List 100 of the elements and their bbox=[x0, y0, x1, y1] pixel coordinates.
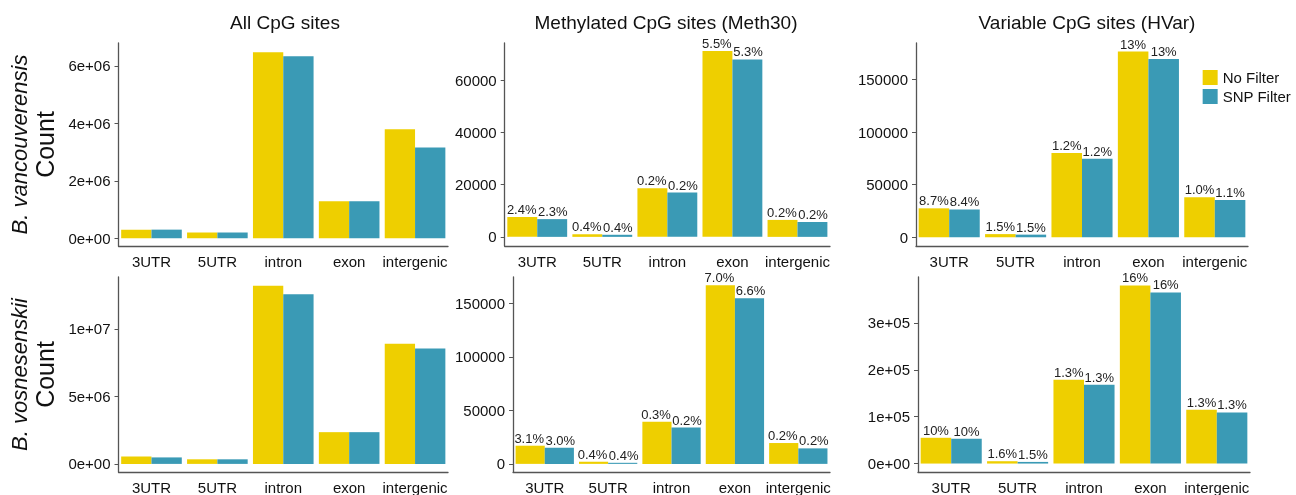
bar bbox=[151, 457, 182, 464]
bar bbox=[544, 447, 574, 464]
y-tick-label: 20000 bbox=[454, 176, 497, 194]
bar bbox=[637, 188, 668, 237]
y-tick-label: 60000 bbox=[454, 71, 497, 89]
x-tick-label: exon bbox=[332, 253, 366, 270]
bar bbox=[349, 201, 380, 239]
annotation: 10% bbox=[922, 422, 950, 438]
bar bbox=[515, 445, 545, 464]
bar bbox=[1186, 409, 1217, 464]
bar bbox=[1082, 158, 1113, 238]
annotation: 1.2% bbox=[1082, 143, 1113, 159]
annotation: 13% bbox=[1150, 43, 1178, 59]
legend-label: SNP Filter bbox=[1222, 88, 1291, 105]
bar bbox=[705, 285, 735, 464]
bar bbox=[384, 129, 416, 239]
bar bbox=[732, 59, 763, 237]
bar bbox=[121, 229, 152, 239]
annotation: 0.2% bbox=[767, 428, 799, 444]
annotation: 6.6% bbox=[735, 283, 766, 299]
legend-label: No Filter bbox=[1222, 69, 1280, 86]
bar bbox=[507, 217, 538, 237]
annotation: 3.0% bbox=[545, 432, 576, 448]
bar bbox=[949, 209, 980, 238]
annotation: 0.2% bbox=[636, 173, 668, 189]
annotation: 8.4% bbox=[949, 194, 980, 210]
x-tick-label: 3UTR bbox=[931, 479, 971, 495]
annotation: 0.4% bbox=[577, 446, 608, 462]
annotation: 0.4% bbox=[608, 447, 639, 463]
bar bbox=[384, 343, 416, 464]
bar bbox=[1117, 51, 1149, 238]
bar bbox=[769, 443, 799, 464]
bar bbox=[1119, 285, 1151, 464]
bar bbox=[797, 221, 828, 237]
y-axis-title: B. vancouverensis Count bbox=[6, 54, 59, 235]
annotation: 2.4% bbox=[506, 202, 537, 218]
annotation: 0.2% bbox=[668, 177, 699, 193]
x-tick-label: exon bbox=[1132, 253, 1165, 270]
bar bbox=[702, 51, 733, 237]
y-tick-label: 0 bbox=[488, 228, 497, 246]
y-tick-label: 0e+00 bbox=[68, 455, 111, 473]
annotation: 5.3% bbox=[733, 44, 764, 60]
y-tick-label: 50000 bbox=[866, 176, 908, 194]
y-tick-label: 0e+00 bbox=[68, 229, 111, 247]
annotation: 1.3% bbox=[1084, 369, 1115, 385]
annotation: 1.2% bbox=[1051, 138, 1082, 154]
bar bbox=[667, 192, 698, 237]
bar bbox=[918, 208, 950, 238]
x-tick-label: 3UTR bbox=[131, 253, 172, 270]
bar bbox=[1148, 58, 1179, 238]
bar bbox=[1084, 384, 1115, 464]
x-tick-label: 5UTR bbox=[197, 479, 238, 495]
annotation: 7.0% bbox=[704, 270, 735, 286]
annotation: 0.3% bbox=[641, 406, 672, 422]
bar bbox=[985, 234, 1016, 238]
x-tick-label: intron bbox=[652, 479, 691, 495]
bar bbox=[920, 437, 952, 464]
x-tick-label: exon bbox=[332, 479, 366, 495]
y-tick-label: 150000 bbox=[454, 295, 506, 313]
annotation: 0.2% bbox=[799, 433, 830, 449]
annotation: 1.3% bbox=[1217, 397, 1248, 413]
bar bbox=[1053, 379, 1084, 464]
chart-title: Methylated CpG sites (Meth30) bbox=[534, 12, 798, 33]
x-tick-label: 5UTR bbox=[996, 253, 1036, 270]
annotation: 1.5% bbox=[985, 219, 1016, 235]
annotation: 0.4% bbox=[603, 219, 634, 235]
y-tick-label: 6e+06 bbox=[68, 57, 111, 75]
bar bbox=[602, 234, 633, 237]
bar bbox=[572, 234, 603, 237]
bar bbox=[951, 438, 982, 464]
annotation: 16% bbox=[1122, 270, 1149, 286]
x-tick-label: intergenic bbox=[1182, 253, 1248, 270]
x-tick-label: 5UTR bbox=[197, 253, 238, 270]
bar bbox=[1216, 412, 1248, 464]
x-tick-label: exon bbox=[1134, 479, 1167, 495]
y-tick-label: 100000 bbox=[857, 123, 908, 141]
x-tick-label: intergenic bbox=[764, 253, 831, 270]
bar bbox=[1150, 292, 1181, 464]
annotation: 1.0% bbox=[1184, 182, 1215, 198]
bar bbox=[537, 219, 568, 237]
annotation: 0.2% bbox=[672, 412, 703, 428]
annotation: 5.5% bbox=[702, 36, 733, 52]
y-tick-label: 40000 bbox=[454, 124, 497, 141]
bar bbox=[642, 421, 672, 464]
bar bbox=[349, 432, 380, 464]
bar bbox=[187, 459, 218, 464]
annotation: 1.1% bbox=[1215, 184, 1246, 200]
bar bbox=[987, 461, 1018, 464]
x-tick-label: 5UTR bbox=[588, 479, 628, 495]
y-tick-label: 0 bbox=[496, 455, 506, 473]
annotation: 0.4% bbox=[571, 219, 602, 235]
bar bbox=[415, 147, 446, 239]
bar bbox=[121, 456, 152, 464]
y-tick-label: 0 bbox=[899, 228, 908, 246]
x-tick-label: intergenic bbox=[382, 253, 449, 270]
y-tick-label: 4e+06 bbox=[68, 114, 111, 132]
y-tick-label: 2e+05 bbox=[867, 361, 910, 379]
bar bbox=[1051, 153, 1082, 238]
x-tick-label: intron bbox=[648, 253, 687, 270]
bar bbox=[734, 298, 765, 464]
